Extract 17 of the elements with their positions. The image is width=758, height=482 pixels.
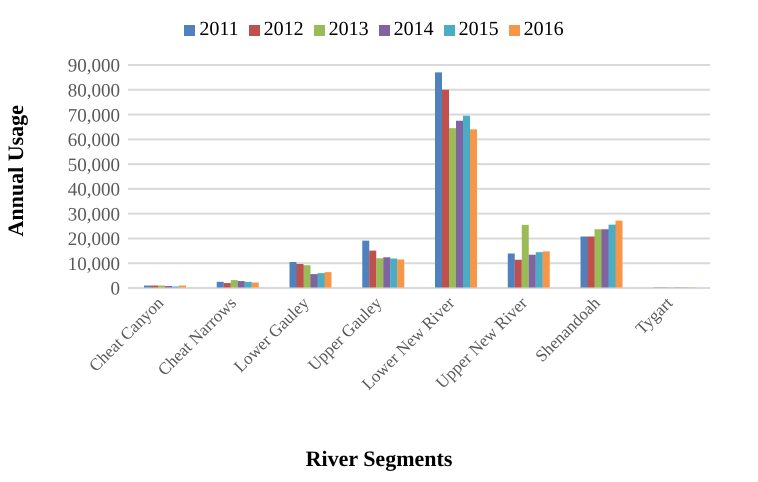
y-tick-label: 80,000 [68,80,120,102]
y-tick-label: 0 [110,278,120,300]
x-axis-title: River Segments [304,446,454,472]
legend-label: 2014 [394,18,434,40]
legend-label: 2015 [458,18,499,40]
legend-label: 2016 [524,18,564,40]
legend-label: 2011 [199,18,239,40]
y-tick-label: 70,000 [68,105,120,126]
legend-label: 2012 [264,18,304,40]
y-tick-label: 20,000 [68,229,120,250]
y-tick-label: 50,000 [68,154,120,176]
y-tick-label: 60,000 [68,130,120,152]
y-tick-label: 10,000 [68,254,120,275]
y-tick-label: 30,000 [68,204,120,226]
y-tick-label: 90,000 [68,56,120,77]
legend-label: 2013 [328,18,369,40]
y-tick-label: 40,000 [68,180,120,201]
